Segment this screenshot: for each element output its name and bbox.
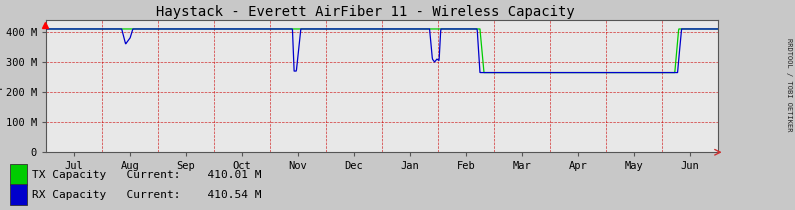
Y-axis label: bps: bps [0,77,2,96]
Text: Haystack - Everett AirFiber 11 - Wireless Capacity: Haystack - Everett AirFiber 11 - Wireles… [157,5,575,19]
Text: TX Capacity   Current:    410.01 M: TX Capacity Current: 410.01 M [32,170,262,180]
Text: RRDTOOL / TOBI OETIKER: RRDTOOL / TOBI OETIKER [786,38,793,131]
Text: RX Capacity   Current:    410.54 M: RX Capacity Current: 410.54 M [32,190,262,200]
